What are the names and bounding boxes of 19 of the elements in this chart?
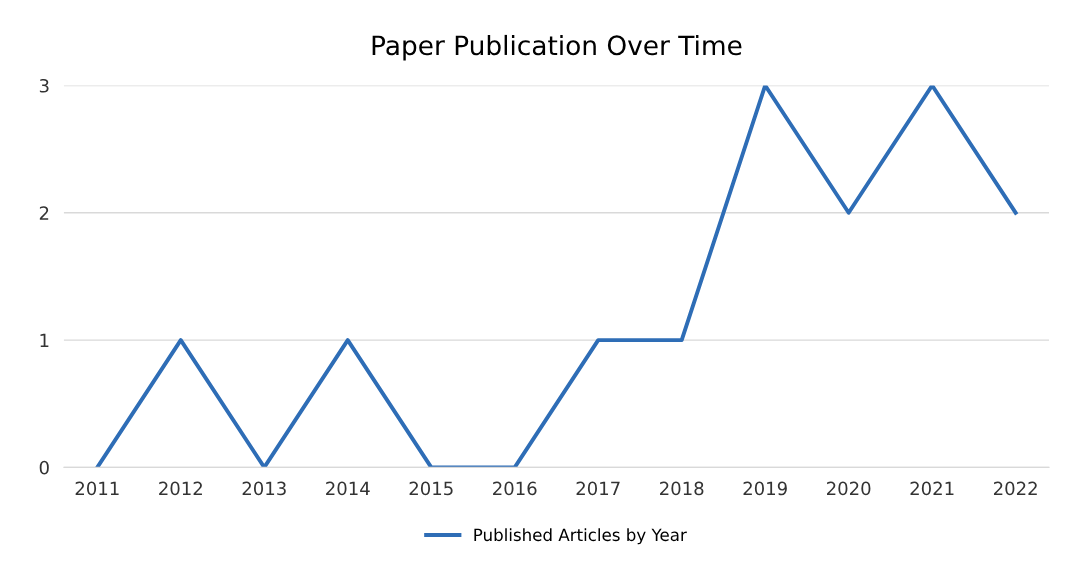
y-tick-label: 1: [40, 333, 49, 347]
x-tick-label: 2014: [326, 481, 370, 496]
x-tick-label: 2011: [75, 481, 119, 496]
x-tick-label: 2016: [493, 481, 537, 496]
x-tick-label: 2012: [159, 481, 202, 496]
x-tick-label: 2021: [910, 481, 954, 496]
x-tick-label: 2018: [660, 481, 704, 496]
line-series: [95, 85, 1018, 468]
legend-label: Published Articles by Year: [474, 528, 687, 545]
y-tick-label: 3: [39, 78, 49, 93]
x-tick-label: 2020: [827, 481, 871, 496]
chart-title: Paper Publication Over Time: [372, 34, 742, 61]
x-tick-label: 2019: [743, 481, 787, 496]
y-tick-label: 2: [39, 206, 49, 220]
x-tick-label: 2017: [576, 481, 620, 496]
y-tick-label: 0: [39, 460, 49, 475]
x-tick-label: 2013: [242, 481, 286, 496]
x-tick-label: 2015: [409, 481, 453, 496]
x-tick-label: 2022: [993, 481, 1037, 496]
